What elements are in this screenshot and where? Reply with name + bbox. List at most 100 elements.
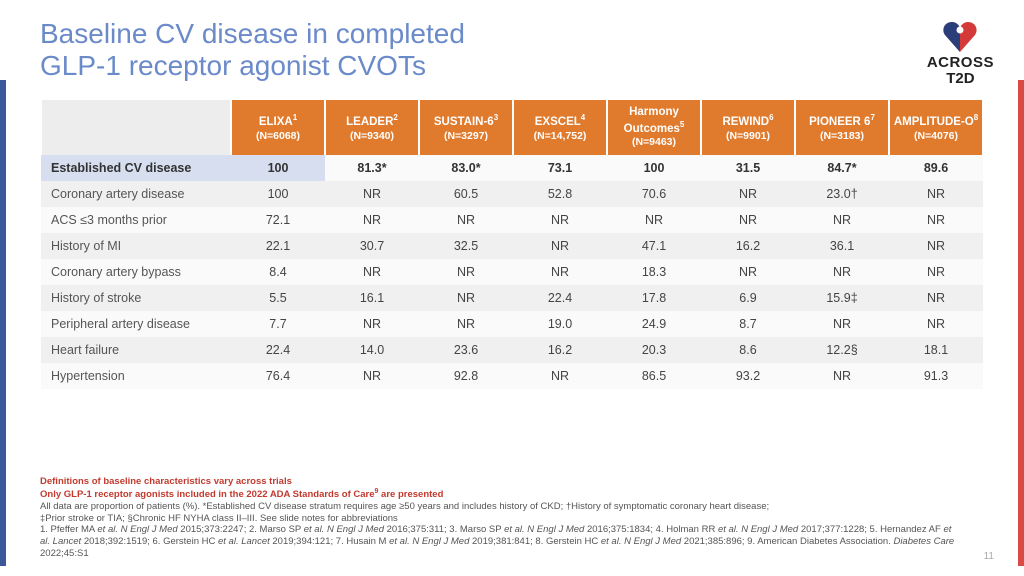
row-label: History of MI — [41, 233, 231, 259]
cell: 17.8 — [607, 285, 701, 311]
cell: NR — [889, 259, 983, 285]
cv-disease-table: ELIXA1(N=6068)LEADER2(N=9340)SUSTAIN-63(… — [40, 100, 984, 389]
logo-text-top: ACROSS — [927, 56, 994, 70]
cell: 6.9 — [701, 285, 795, 311]
cell: NR — [325, 181, 419, 207]
cell: NR — [513, 233, 607, 259]
cell: NR — [889, 181, 983, 207]
cell: NR — [701, 207, 795, 233]
slide-title: Baseline CV disease in completed GLP-1 r… — [40, 18, 465, 82]
data-table-container: ELIXA1(N=6068)LEADER2(N=9340)SUSTAIN-63(… — [40, 100, 984, 389]
column-header: SUSTAIN-63(N=3297) — [419, 100, 513, 155]
cell: NR — [419, 311, 513, 337]
cell: NR — [325, 207, 419, 233]
table-row: Established CV disease10081.3*83.0*73.11… — [41, 155, 983, 181]
cell: 52.8 — [513, 181, 607, 207]
cell: 81.3* — [325, 155, 419, 181]
table-row: Coronary artery disease100NR60.552.870.6… — [41, 181, 983, 207]
cell: 89.6 — [889, 155, 983, 181]
table-row: Heart failure22.414.023.616.220.38.612.2… — [41, 337, 983, 363]
cell: NR — [889, 207, 983, 233]
cell: 16.2 — [513, 337, 607, 363]
table-header-row: ELIXA1(N=6068)LEADER2(N=9340)SUSTAIN-63(… — [41, 100, 983, 155]
logo-text-bottom: T2D — [927, 70, 994, 87]
cell: 93.2 — [701, 363, 795, 389]
row-label: Coronary artery disease — [41, 181, 231, 207]
footnote-references: 1. Pfeffer MA et al. N Engl J Med 2015;3… — [40, 524, 964, 560]
cell: NR — [701, 181, 795, 207]
cell: 8.7 — [701, 311, 795, 337]
column-header: ELIXA1(N=6068) — [231, 100, 325, 155]
cell: 84.7* — [795, 155, 889, 181]
cell: NR — [513, 207, 607, 233]
cell: 8.4 — [231, 259, 325, 285]
cell: 100 — [231, 181, 325, 207]
cell: 72.1 — [231, 207, 325, 233]
footnote-red-2: Only GLP-1 receptor agonists included in… — [40, 488, 964, 501]
title-line-1: Baseline CV disease in completed — [40, 18, 465, 49]
table-row: History of stroke5.516.1NR22.417.86.915.… — [41, 285, 983, 311]
cell: NR — [795, 363, 889, 389]
cell: 92.8 — [419, 363, 513, 389]
cell: 70.6 — [607, 181, 701, 207]
footnote-red-1: Definitions of baseline characteristics … — [40, 476, 964, 488]
table-row: Peripheral artery disease7.7NRNR19.024.9… — [41, 311, 983, 337]
brand-logo: ACROSS T2D — [927, 20, 994, 87]
column-header: Harmony Outcomes5(N=9463) — [607, 100, 701, 155]
table-row: Coronary artery bypass8.4NRNRNR18.3NRNRN… — [41, 259, 983, 285]
page-number: 11 — [984, 551, 994, 562]
row-label: Peripheral artery disease — [41, 311, 231, 337]
cell: NR — [795, 311, 889, 337]
accent-bar-left — [0, 80, 6, 566]
cell: 7.7 — [231, 311, 325, 337]
cell: NR — [889, 311, 983, 337]
footnotes: Definitions of baseline characteristics … — [40, 476, 964, 560]
cell: 23.0† — [795, 181, 889, 207]
table-row: Hypertension76.4NR92.8NR86.593.2NR91.3 — [41, 363, 983, 389]
cell: 36.1 — [795, 233, 889, 259]
cell: NR — [889, 233, 983, 259]
cell: 73.1 — [513, 155, 607, 181]
cell: 100 — [231, 155, 325, 181]
table-row: History of MI22.130.732.5NR47.116.236.1N… — [41, 233, 983, 259]
cell: 22.1 — [231, 233, 325, 259]
cell: 14.0 — [325, 337, 419, 363]
cell: NR — [419, 207, 513, 233]
cell: 12.2§ — [795, 337, 889, 363]
cell: NR — [701, 259, 795, 285]
cell: 31.5 — [701, 155, 795, 181]
cell: NR — [419, 259, 513, 285]
cell: 86.5 — [607, 363, 701, 389]
cell: 22.4 — [513, 285, 607, 311]
cell: 16.1 — [325, 285, 419, 311]
cell: NR — [325, 259, 419, 285]
cell: NR — [607, 207, 701, 233]
row-label: Coronary artery bypass — [41, 259, 231, 285]
column-header: PIONEER 67(N=3183) — [795, 100, 889, 155]
cell: 20.3 — [607, 337, 701, 363]
column-header: LEADER2(N=9340) — [325, 100, 419, 155]
cell: 60.5 — [419, 181, 513, 207]
cell: 8.6 — [701, 337, 795, 363]
cell: NR — [419, 285, 513, 311]
cell: NR — [325, 363, 419, 389]
row-label: Established CV disease — [41, 155, 231, 181]
cell: 100 — [607, 155, 701, 181]
cell: 47.1 — [607, 233, 701, 259]
cell: 19.0 — [513, 311, 607, 337]
column-header: REWIND6(N=9901) — [701, 100, 795, 155]
cell: 18.3 — [607, 259, 701, 285]
cell: 83.0* — [419, 155, 513, 181]
cell: NR — [513, 363, 607, 389]
column-header: AMPLITUDE-O8(N=4076) — [889, 100, 983, 155]
heart-icon — [941, 20, 979, 54]
title-line-2: GLP-1 receptor agonist CVOTs — [40, 50, 426, 81]
cell: 18.1 — [889, 337, 983, 363]
accent-bar-right — [1018, 80, 1024, 566]
cell: NR — [889, 285, 983, 311]
table-row: ACS ≤3 months prior72.1NRNRNRNRNRNRNR — [41, 207, 983, 233]
cell: 16.2 — [701, 233, 795, 259]
cell: 5.5 — [231, 285, 325, 311]
cell: 15.9‡ — [795, 285, 889, 311]
row-label: Heart failure — [41, 337, 231, 363]
